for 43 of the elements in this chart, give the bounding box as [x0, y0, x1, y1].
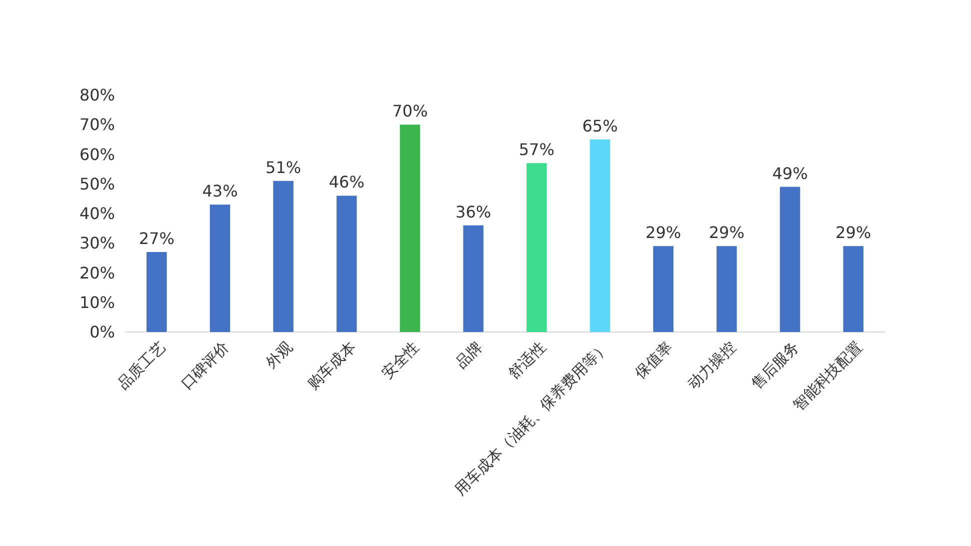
bar [273, 180, 294, 332]
x-tick-label: 外观 [262, 338, 296, 372]
bar [653, 246, 674, 332]
data-label: 27% [138, 229, 174, 248]
y-tick-label: 30% [79, 234, 115, 253]
data-label: 36% [456, 202, 492, 222]
x-tick-label: 口碑评价 [177, 338, 233, 393]
x-tick-label: 舒适性 [504, 338, 550, 382]
y-tick-label: 40% [79, 204, 115, 224]
data-label: 43% [202, 182, 238, 201]
x-tick-label: 品牌 [452, 338, 486, 372]
y-tick-label: 10% [79, 292, 115, 312]
x-tick-label: 购车成本 [304, 338, 360, 393]
data-label: 29% [646, 223, 682, 242]
x-tick-label: 保值率 [631, 338, 676, 382]
y-tick-label: 20% [79, 263, 115, 282]
data-label: 49% [772, 164, 808, 183]
x-tick-label: 售后服务 [747, 338, 803, 393]
data-label: 46% [328, 172, 364, 192]
x-tick-label: 动力操控 [684, 338, 740, 393]
x-tick-label: 品质工艺 [114, 338, 170, 393]
data-label: 29% [836, 223, 872, 242]
data-label: 29% [708, 223, 744, 242]
y-tick-label: 70% [79, 115, 115, 134]
bar [780, 186, 800, 332]
data-label: 57% [518, 140, 554, 160]
y-tick-label: 60% [79, 144, 115, 164]
y-tick-label: 0% [90, 322, 115, 342]
bar [336, 196, 357, 332]
bar [843, 246, 864, 332]
data-label: 51% [266, 158, 302, 177]
bar [716, 246, 737, 332]
bar [463, 225, 484, 332]
bar [146, 252, 167, 332]
x-tick-label: 安全性 [378, 338, 423, 382]
bar [590, 139, 610, 332]
bar [400, 124, 420, 332]
y-tick-label: 50% [79, 174, 115, 194]
y-tick-label: 80% [79, 86, 115, 105]
data-label: 70% [392, 102, 428, 121]
data-label: 65% [582, 116, 618, 136]
bar [210, 204, 230, 332]
bar [526, 163, 547, 332]
